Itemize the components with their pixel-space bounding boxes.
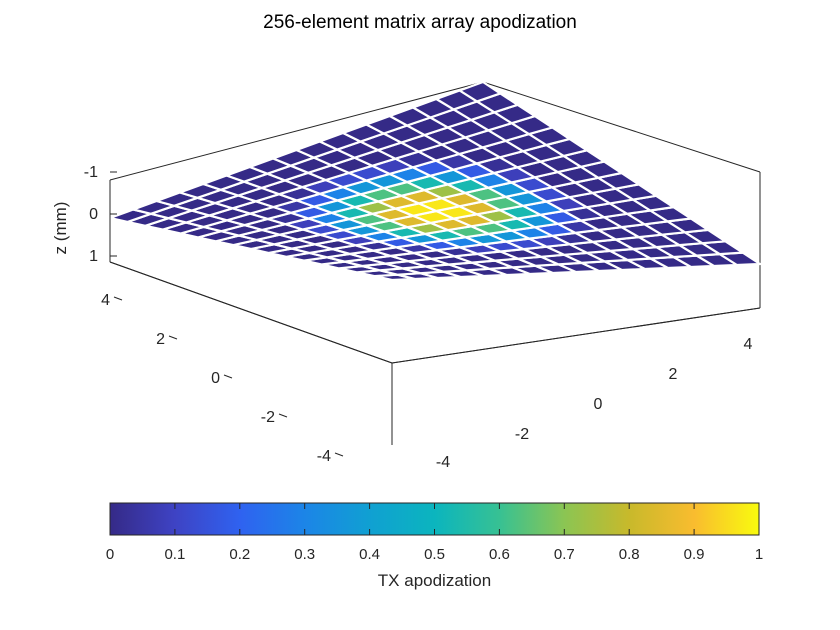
y-tick-label: -2 xyxy=(515,426,529,443)
y-tick-label: 2 xyxy=(669,366,678,383)
x-tick-mark xyxy=(334,452,344,457)
colorbar-tick-label: 0.4 xyxy=(359,546,380,563)
z-tick-label: 0 xyxy=(89,206,98,223)
colorbar-tick-label: 0.6 xyxy=(489,546,510,563)
chart-title: 256-element matrix array apodization xyxy=(263,12,577,33)
colorbar-tick-label: 0.3 xyxy=(294,546,315,563)
colorbar-label: TX apodization xyxy=(378,571,491,590)
y-axis-line xyxy=(391,307,761,364)
x-tick-mark xyxy=(168,335,178,340)
z-axis-label: z (mm) xyxy=(51,202,70,255)
axes: 4 2 0 -2 -4 -4 -2 0 2 4 -1 0 1 xyxy=(84,164,761,471)
colorbar-tick-label: 0.9 xyxy=(684,546,705,563)
array-element xyxy=(458,80,502,103)
y-tick-label: -4 xyxy=(436,454,450,471)
y-tick-label: 0 xyxy=(594,396,603,413)
x-tick-label: -2 xyxy=(261,409,275,426)
x-tick-label: 4 xyxy=(101,292,110,309)
colorbar: 0 0.1 0.2 0.3 0.4 0.5 0.6 0.7 0.8 0.9 1 TX apodiza… xyxy=(106,502,763,590)
colorbar-tick-label: 0.7 xyxy=(554,546,575,563)
colorbar-tick-label: 0 xyxy=(106,546,114,563)
z-tick-label: -1 xyxy=(84,164,98,181)
z-tick-label: 1 xyxy=(89,248,98,265)
x-tick-label: -4 xyxy=(317,448,331,465)
colorbar-tick-label: 0.8 xyxy=(619,546,640,563)
x-tick-label: 0 xyxy=(211,370,220,387)
colorbar-tick-label: 1 xyxy=(755,546,763,563)
colorbar-tick-label: 0.2 xyxy=(229,546,250,563)
y-tick-label: 4 xyxy=(744,336,753,353)
colorbar-tick-label: 0.1 xyxy=(164,546,185,563)
x-axis-line xyxy=(109,261,393,364)
x-tick-mark xyxy=(278,413,288,418)
x-tick-mark xyxy=(113,296,123,301)
x-tick-mark xyxy=(223,374,233,379)
x-tick-label: 2 xyxy=(156,331,165,348)
apodization-surface xyxy=(108,80,762,282)
colorbar-ticks: 0 0.1 0.2 0.3 0.4 0.5 0.6 0.7 0.8 0.9 1 xyxy=(106,503,763,563)
colorbar-tick-label: 0.5 xyxy=(424,546,445,563)
